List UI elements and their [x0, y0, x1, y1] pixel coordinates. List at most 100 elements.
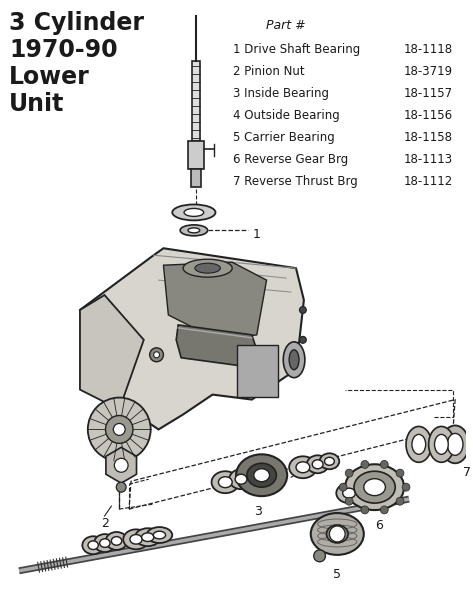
Ellipse shape: [296, 462, 310, 473]
Ellipse shape: [236, 455, 287, 496]
Ellipse shape: [289, 350, 299, 370]
Circle shape: [88, 398, 151, 461]
Ellipse shape: [345, 464, 404, 510]
Ellipse shape: [147, 527, 172, 543]
Circle shape: [329, 526, 345, 542]
Ellipse shape: [183, 259, 232, 277]
FancyBboxPatch shape: [237, 345, 278, 397]
Text: 18-1157: 18-1157: [404, 87, 453, 100]
Ellipse shape: [349, 481, 371, 499]
Circle shape: [380, 506, 388, 514]
Ellipse shape: [88, 541, 98, 549]
Circle shape: [149, 348, 164, 362]
Polygon shape: [106, 447, 137, 483]
Circle shape: [314, 550, 325, 562]
Ellipse shape: [412, 434, 426, 455]
Text: 7 Reverse Thrust Brg: 7 Reverse Thrust Brg: [233, 175, 358, 188]
Circle shape: [105, 415, 133, 444]
Polygon shape: [176, 325, 257, 368]
Ellipse shape: [188, 228, 200, 233]
Circle shape: [396, 469, 404, 477]
Ellipse shape: [406, 426, 431, 463]
Text: 1 Drive Shaft Bearing: 1 Drive Shaft Bearing: [233, 43, 360, 56]
Ellipse shape: [342, 488, 355, 498]
Ellipse shape: [211, 471, 239, 493]
Text: 1: 1: [253, 228, 261, 241]
Ellipse shape: [172, 205, 216, 221]
Circle shape: [299, 337, 307, 343]
Ellipse shape: [435, 434, 448, 455]
Ellipse shape: [312, 460, 323, 469]
Ellipse shape: [195, 263, 220, 273]
Text: 4: 4: [306, 465, 314, 478]
Ellipse shape: [441, 425, 469, 463]
FancyBboxPatch shape: [191, 169, 201, 186]
Circle shape: [396, 497, 404, 505]
Text: 5 Carrier Bearing: 5 Carrier Bearing: [233, 131, 335, 144]
Circle shape: [339, 483, 347, 491]
Ellipse shape: [106, 532, 127, 550]
Text: 4 Outside Bearing: 4 Outside Bearing: [233, 109, 340, 122]
Text: 18-1158: 18-1158: [404, 131, 453, 144]
Ellipse shape: [180, 225, 208, 236]
Text: 18-1112: 18-1112: [404, 175, 453, 188]
Ellipse shape: [447, 433, 463, 455]
Circle shape: [361, 506, 369, 514]
Ellipse shape: [311, 513, 364, 555]
Ellipse shape: [364, 478, 385, 496]
Text: 6: 6: [376, 519, 384, 532]
Polygon shape: [80, 295, 144, 409]
Ellipse shape: [336, 483, 362, 503]
Ellipse shape: [235, 474, 247, 484]
Circle shape: [116, 482, 126, 492]
Ellipse shape: [229, 469, 253, 489]
Ellipse shape: [94, 534, 116, 552]
Ellipse shape: [135, 529, 160, 546]
Text: Part #: Part #: [266, 20, 306, 32]
Ellipse shape: [354, 471, 395, 503]
FancyBboxPatch shape: [188, 141, 204, 169]
Ellipse shape: [153, 531, 166, 539]
Ellipse shape: [326, 525, 348, 543]
Ellipse shape: [320, 453, 339, 469]
Text: 3 Inside Bearing: 3 Inside Bearing: [233, 87, 329, 100]
Ellipse shape: [100, 539, 110, 547]
Ellipse shape: [354, 486, 365, 495]
Ellipse shape: [429, 426, 454, 463]
Circle shape: [154, 352, 159, 358]
Ellipse shape: [307, 455, 328, 474]
Ellipse shape: [219, 477, 232, 488]
Text: 6 Reverse Gear Brg: 6 Reverse Gear Brg: [233, 153, 349, 166]
Ellipse shape: [289, 456, 316, 478]
Text: 2: 2: [102, 517, 109, 530]
Text: 7: 7: [463, 466, 471, 479]
Text: 5: 5: [333, 568, 342, 581]
Circle shape: [299, 307, 307, 313]
Ellipse shape: [123, 529, 149, 549]
Text: 2 Pinion Nut: 2 Pinion Nut: [233, 65, 305, 78]
Ellipse shape: [184, 208, 204, 216]
Circle shape: [361, 461, 369, 469]
Text: 3: 3: [254, 505, 262, 518]
Ellipse shape: [254, 469, 270, 481]
Text: 18-1118: 18-1118: [404, 43, 453, 56]
Circle shape: [345, 469, 353, 477]
Ellipse shape: [324, 457, 334, 465]
Ellipse shape: [283, 342, 305, 378]
Circle shape: [380, 461, 388, 469]
Circle shape: [345, 497, 353, 505]
Polygon shape: [80, 248, 304, 430]
Text: 18-3719: 18-3719: [404, 65, 453, 78]
Ellipse shape: [111, 536, 122, 545]
Polygon shape: [164, 262, 267, 340]
Text: 3 Cylinder
1970-90
Lower
Unit: 3 Cylinder 1970-90 Lower Unit: [9, 12, 144, 116]
Text: 18-1113: 18-1113: [404, 153, 453, 166]
Circle shape: [114, 458, 128, 472]
Ellipse shape: [141, 533, 154, 541]
Ellipse shape: [247, 463, 276, 487]
Text: 18-1156: 18-1156: [404, 109, 453, 122]
Ellipse shape: [130, 535, 142, 544]
Circle shape: [402, 483, 410, 491]
Circle shape: [114, 423, 125, 436]
FancyBboxPatch shape: [192, 61, 200, 141]
